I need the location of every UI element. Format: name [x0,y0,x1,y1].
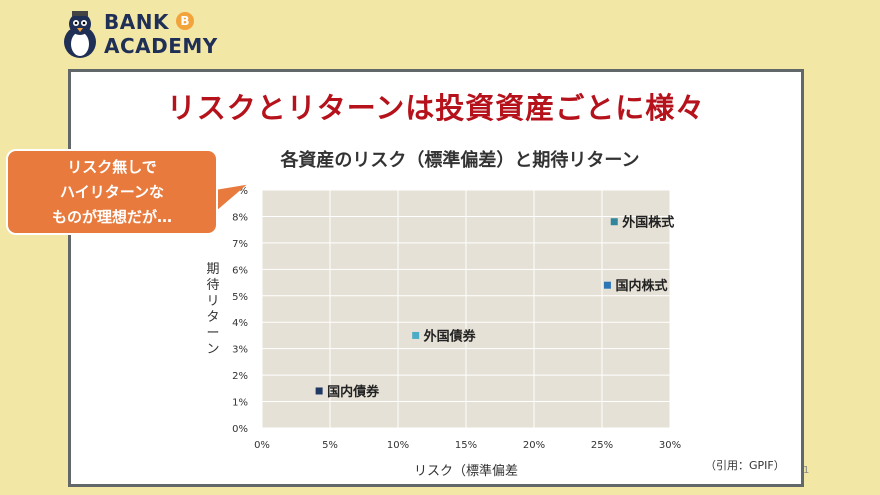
y-tick-label: 4% [232,318,248,329]
penguin-mascot-icon [64,11,96,58]
y-tick-label: 0% [232,424,248,435]
y-tick-label: 5% [232,292,248,303]
logo-bank-text: BANK [104,10,169,34]
y-tick-label: 3% [232,345,248,356]
data-point-label: 外国債券 [423,328,477,344]
x-axis-label: リスク（標準偏差 [413,464,518,479]
data-point [315,387,323,395]
callout-line: ものが理想だが… [51,208,172,226]
bitcoin-icon: B [176,12,194,30]
data-point [412,331,420,339]
callout-line: リスク無しで [67,158,157,176]
logo-academy-text: ACADEMY [104,34,218,58]
x-tick-label: 5% [322,440,338,451]
y-tick-label: 9% [232,186,248,197]
data-point [603,281,611,289]
x-tick-label: 20% [523,440,545,451]
y-tick-label: 2% [232,371,248,382]
data-point [610,218,618,226]
data-point-label: 国内株式 [615,278,667,294]
y-tick-label: 1% [232,398,248,409]
y-axis-label: 期待リターン [206,262,220,357]
page-number: 1 [803,465,810,476]
x-tick-label: 15% [455,440,477,451]
slide-title: リスクとリターンは投資資産ごとに様々 [166,91,706,125]
chart-title: 各資産のリスク（標準偏差）と期待リターン [280,150,640,171]
y-tick-label: 6% [232,265,248,276]
x-tick-label: 10% [387,440,409,451]
bank-academy-logo: BANK B ACADEMY [58,8,248,62]
y-tick-label: 7% [232,239,248,250]
data-point-label: 国内債券 [327,384,380,400]
callout-line: ハイリターンな [60,183,164,201]
y-tick-label: 8% [232,212,248,223]
data-point-label: 外国株式 [621,215,674,231]
x-tick-label: 0% [254,440,270,451]
x-tick-label: 30% [659,440,681,451]
callout-bubble: リスク無しで ハイリターンな ものが理想だが… [6,149,218,235]
x-tick-label: 25% [591,440,613,451]
source-note: （引用：GPIF） [705,459,785,472]
